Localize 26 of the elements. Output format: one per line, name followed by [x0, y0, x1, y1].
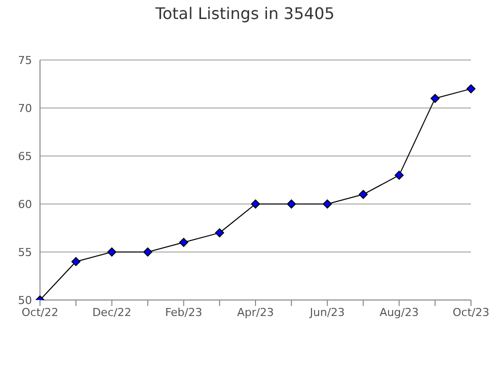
- y-tick-label: 65: [18, 150, 32, 163]
- y-tick-label: 55: [18, 246, 32, 259]
- y-tick-label: 70: [18, 102, 32, 115]
- point: [71, 257, 80, 266]
- point: [286, 200, 296, 208]
- y-tick-label: 75: [18, 54, 32, 67]
- point: [322, 200, 332, 208]
- x-tick-label: Dec/22: [92, 306, 132, 319]
- x-tick-label: Feb/23: [165, 306, 202, 319]
- point: [107, 248, 116, 256]
- x-tick-label: Oct/22: [22, 306, 58, 319]
- point: [143, 248, 152, 256]
- point: [466, 84, 476, 94]
- point: [394, 170, 404, 180]
- point: [430, 94, 440, 103]
- point: [251, 200, 260, 208]
- x-tick-label: Oct/23: [452, 306, 490, 319]
- point: [215, 228, 224, 238]
- x-tick-label: Jun/23: [308, 306, 345, 319]
- y-tick-label: 60: [18, 198, 32, 211]
- chart-title: Total Listings in 35405: [154, 4, 336, 23]
- point: [358, 190, 368, 199]
- x-tick-label: Aug/23: [380, 306, 419, 319]
- point: [179, 238, 188, 247]
- y-tick-label: 50: [18, 294, 32, 307]
- x-tick-label: Apr/23: [237, 306, 274, 319]
